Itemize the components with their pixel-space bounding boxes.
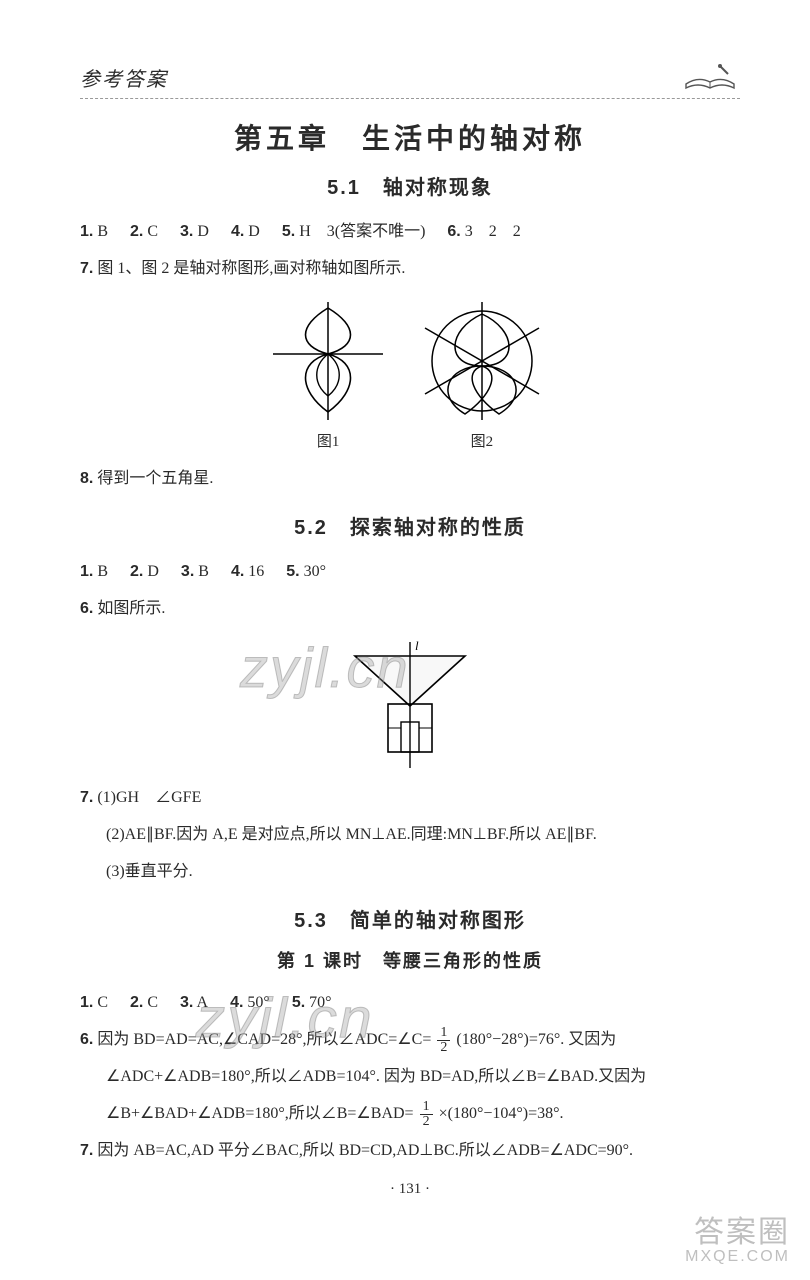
q-num: 3.: [181, 563, 194, 580]
answer: H 3(答案不唯一): [299, 223, 425, 240]
q-num: 7.: [80, 260, 93, 277]
text: ∠B+∠BAD+∠ADB=180°,所以∠B=∠BAD=: [106, 1105, 414, 1122]
q-num: 6.: [447, 223, 460, 240]
s53-q7: 7. 因为 AB=AC,AD 平分∠BAC,所以 BD=CD,AD⊥BC.所以∠…: [80, 1133, 740, 1170]
section-5-2-title: 5.2 探索轴对称的性质: [80, 511, 740, 540]
s52-q7-3: (3)垂直平分.: [80, 854, 740, 891]
answer: D: [147, 563, 159, 580]
answer: C: [97, 994, 108, 1011]
s52-q6: 6. 如图所示.: [80, 591, 740, 628]
section-5-1-title: 5.1 轴对称现象: [80, 171, 740, 200]
answer: 图 1、图 2 是轴对称图形,画对称轴如图所示.: [97, 260, 405, 277]
answer: 得到一个五角星.: [97, 470, 213, 487]
q-num: 2.: [130, 994, 143, 1011]
answer: C: [147, 223, 158, 240]
answer: 16: [248, 563, 264, 580]
s52-answers-row1: 1. B 2. D 3. B 4. 16 5. 30°: [80, 554, 740, 591]
answer: 3 2 2: [465, 223, 521, 240]
s52-q7-2: (2)AE∥BF.因为 A,E 是对应点,所以 MN⊥AE.同理:MN⊥BF.所…: [80, 817, 740, 854]
answer: 因为 AB=AC,AD 平分∠BAC,所以 BD=CD,AD⊥BC.所以∠ADB…: [97, 1142, 633, 1159]
s53-q6-l3: ∠B+∠BAD+∠ADB=180°,所以∠B=∠BAD= 12 ×(180°−1…: [80, 1096, 740, 1133]
s52-q7-1: 7. (1)GH ∠GFE: [80, 780, 740, 817]
fraction: 12: [420, 1100, 433, 1129]
page-number: · 131 ·: [80, 1181, 740, 1198]
q-num: 6.: [80, 600, 93, 617]
q-num: 5.: [292, 994, 305, 1011]
fig2-label: 图2: [407, 430, 557, 451]
q-num: 3.: [180, 223, 193, 240]
text: 因为 BD=AD=AC,∠CAD=28°,所以∠ADC=∠C=: [97, 1031, 431, 1048]
q-num: 4.: [231, 223, 244, 240]
answer: B: [198, 563, 209, 580]
q-num: 1.: [80, 563, 93, 580]
text: (180°−28°)=76°. 又因为: [456, 1031, 616, 1048]
book-icon: [680, 60, 740, 94]
answer: B: [97, 223, 108, 240]
header-title: 参考答案: [80, 63, 168, 92]
q-num: 2.: [130, 563, 143, 580]
chapter-title: 第五章 生活中的轴对称: [80, 117, 740, 157]
page: 参考答案 第五章 生活中的轴对称 5.1 轴对称现象 1. B 2. C 3. …: [0, 0, 810, 1238]
figure-1: [263, 296, 393, 426]
figure-2: [407, 296, 557, 426]
corner-en: MXQE.COM: [685, 1248, 790, 1266]
s52-figure: l: [80, 636, 740, 776]
section-5-3-subtitle: 第 1 课时 等腰三角形的性质: [80, 947, 740, 973]
q-num: 7.: [80, 789, 93, 806]
s51-figures: [80, 296, 740, 426]
answer: C: [147, 994, 158, 1011]
q-num: 5.: [286, 563, 299, 580]
s51-q7: 7. 图 1、图 2 是轴对称图形,画对称轴如图所示.: [80, 251, 740, 288]
answer: (1)GH ∠GFE: [97, 789, 201, 806]
answer: 70°: [309, 994, 331, 1011]
s51-figure-labels: 图1 图2: [80, 430, 740, 451]
svg-text:l: l: [415, 638, 419, 653]
q-num: 8.: [80, 470, 93, 487]
s53-answers-row1: 1. C 2. C 3. A 4. 50° 5. 70°: [80, 985, 740, 1022]
section-5-3-title: 5.3 简单的轴对称图形: [80, 904, 740, 933]
answer: D: [197, 223, 209, 240]
answer: D: [248, 223, 260, 240]
q-num: 1.: [80, 994, 93, 1011]
answer: A: [197, 994, 209, 1011]
q-num: 2.: [130, 223, 143, 240]
answer: 30°: [304, 563, 326, 580]
q-num: 3.: [180, 994, 193, 1011]
answer: 50°: [247, 994, 269, 1011]
fig1-label: 图1: [263, 430, 393, 451]
s53-q6: 6. 因为 BD=AD=AC,∠CAD=28°,所以∠ADC=∠C= 12 (1…: [80, 1022, 740, 1059]
s51-q8: 8. 得到一个五角星.: [80, 461, 740, 498]
q-num: 1.: [80, 223, 93, 240]
q-num: 6.: [80, 1031, 93, 1048]
answer: B: [97, 563, 108, 580]
answer: 如图所示.: [97, 600, 165, 617]
q-num: 4.: [230, 994, 243, 1011]
page-header: 参考答案: [80, 60, 740, 99]
q-num: 5.: [282, 223, 295, 240]
q-num: 4.: [231, 563, 244, 580]
fraction: 12: [437, 1026, 450, 1055]
text: ×(180°−104°)=38°.: [439, 1105, 564, 1122]
s53-q6-l2: ∠ADC+∠ADB=180°,所以∠ADB=104°. 因为 BD=AD,所以∠…: [80, 1059, 740, 1096]
q-num: 7.: [80, 1142, 93, 1159]
s51-answers-row1: 1. B 2. C 3. D 4. D 5. H 3(答案不唯一) 6. 3 2…: [80, 214, 740, 251]
